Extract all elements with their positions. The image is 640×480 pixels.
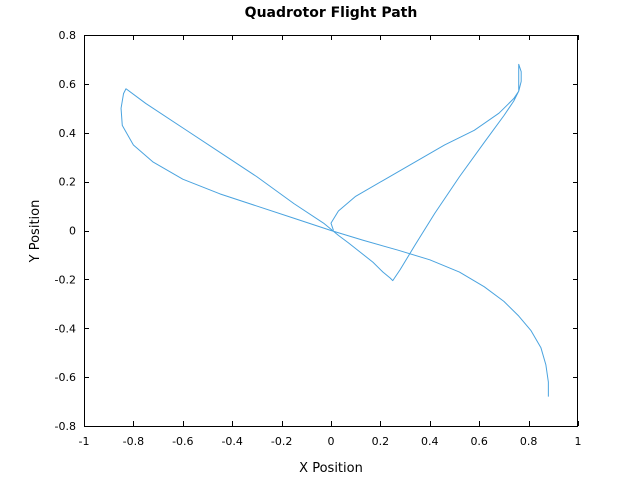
flight-path-line [120,63,549,397]
x-axis-label: X Position [299,461,363,476]
x-tick-label: -0.8 [123,435,144,448]
x-axis: -1 -0.8 -0.6 -0.4 -0.2 0 0.2 0.4 0.6 0.8 1 [79,35,582,448]
x-tick-label: 0.2 [372,435,390,448]
y-axis-label: Y Position [28,200,43,264]
x-tick-label: 1 [575,435,582,448]
y-tick-label: -0.2 [55,273,76,286]
x-tick-label: 0.8 [520,435,538,448]
y-tick-label: 0 [69,225,76,238]
chart-title: Quadrotor Flight Path [245,5,418,21]
x-tick-label: -0.6 [172,435,193,448]
y-tick-label: 0.2 [59,176,77,189]
y-tick-label: -0.8 [55,420,76,433]
x-tick-label: 0 [328,435,335,448]
y-axis: -0.8 -0.6 -0.4 -0.2 0 0.2 0.4 0.6 0.8 [55,29,578,433]
x-tick-label: -0.2 [271,435,292,448]
y-tick-label: 0.4 [59,127,77,140]
y-tick-label: 0.6 [59,78,77,91]
y-tick-label: 0.8 [59,29,77,42]
y-tick-label: -0.4 [55,322,76,335]
x-tick-label: -1 [79,435,90,448]
x-tick-label: -0.4 [221,435,242,448]
y-tick-label: -0.6 [55,371,76,384]
x-tick-label: 0.4 [421,435,439,448]
x-tick-label: 0.6 [470,435,488,448]
